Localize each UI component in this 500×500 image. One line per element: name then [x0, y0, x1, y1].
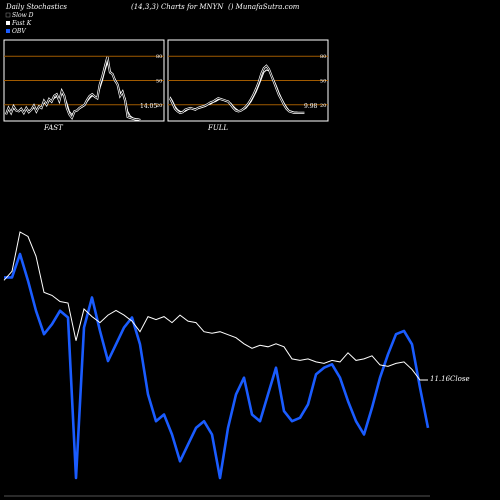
y-tick-label-80: 80	[320, 54, 326, 60]
obv-series-line	[4, 252, 430, 480]
close-last-value-label: 11.16Close	[430, 375, 470, 383]
y-tick-label-50: 50	[156, 79, 162, 85]
fast-stochastics-last-value-label: 14.05	[140, 103, 157, 110]
full-stochastics-series-fast-k-outline	[169, 64, 305, 115]
fast-stochastics-series-fast-k-core	[5, 56, 141, 121]
close-last-value: 11.16	[430, 375, 451, 383]
y-tick-label-80: 80	[156, 54, 162, 60]
legend-swatch-slow-d	[5, 12, 11, 18]
full-stochastics-series-fast-k-core	[169, 65, 305, 114]
y-tick-label-20: 20	[320, 103, 326, 109]
price-obv-panel: 11.16Close	[3, 231, 470, 480]
legend-swatch-obv	[6, 29, 10, 33]
y-tick-label-50: 50	[320, 79, 326, 85]
legend-label-fast-k: Fast K	[11, 20, 32, 27]
chart-header-source: () MunafaSutra.com	[228, 3, 300, 11]
legend: Slow D Fast K OBV	[5, 12, 34, 35]
fast-stochastics-series-fast-k-outline	[4, 56, 141, 122]
chart-header-title: Daily Stochastics	[5, 3, 67, 11]
legend-label-slow-d: Slow D	[12, 12, 34, 19]
y-tick-label-20: 20	[156, 103, 162, 109]
fast-stochastics-series-slow-d	[5, 61, 141, 120]
close-series-label: Close	[450, 375, 470, 383]
chart-header-subtitle: (14,3,3) Charts for MNYN	[131, 3, 224, 11]
full-stochastics-caption: FULL	[207, 124, 228, 132]
close-price-series-line	[3, 231, 428, 381]
fast-stochastics-caption: FAST	[43, 124, 64, 132]
legend-label-obv: OBV	[12, 28, 26, 35]
legend-swatch-fast-k	[6, 21, 10, 25]
full-stochastics-panel: 80 50 209.98 FULL	[167, 39, 329, 132]
full-stochastics-last-value-label: 9.98	[304, 103, 318, 110]
